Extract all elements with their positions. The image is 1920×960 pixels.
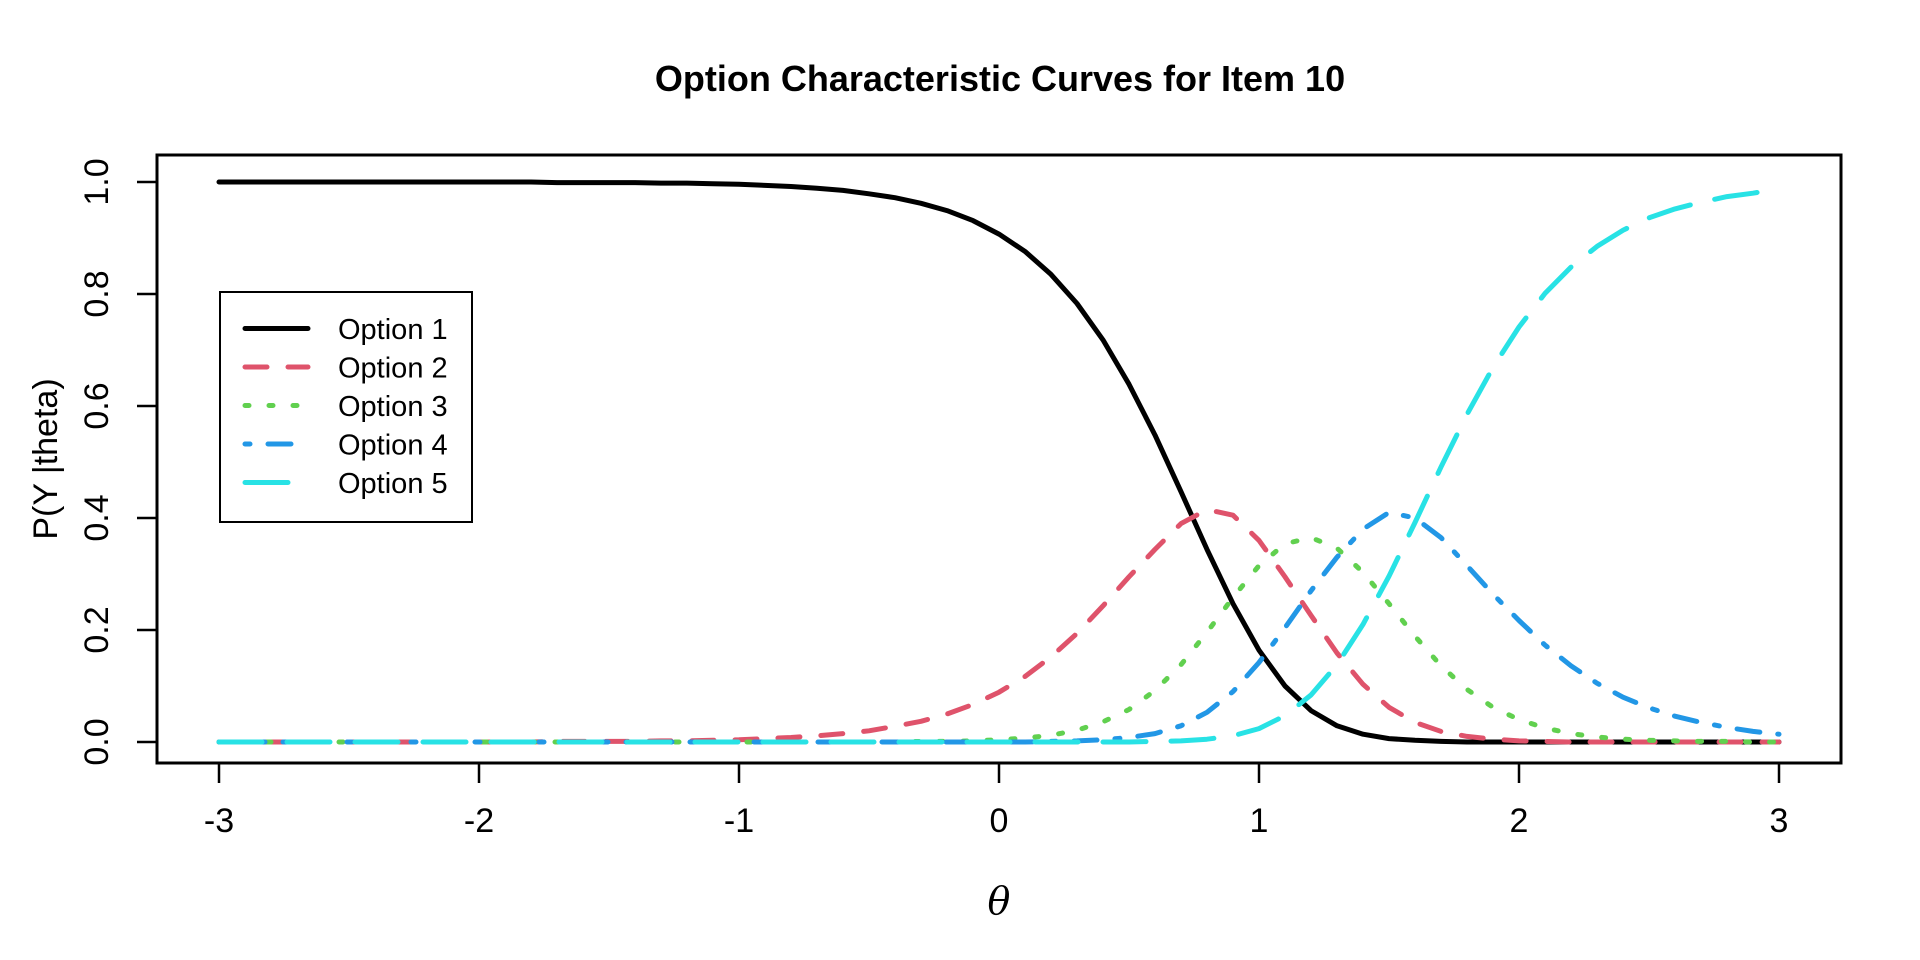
y-tick-label: 0.6 bbox=[78, 382, 116, 429]
x-axis: -3 -2 -1 0 1 2 3 bbox=[204, 763, 1789, 840]
legend-item-label: Option 5 bbox=[338, 468, 448, 500]
curve-option-5 bbox=[216, 186, 1782, 745]
legend: Option 1 Option 2 Option 3 Option 4 Option 5 bbox=[219, 291, 473, 523]
curve-option-4 bbox=[216, 509, 1782, 745]
x-tick-label: -1 bbox=[724, 802, 754, 840]
curve-option-2 bbox=[216, 507, 1782, 745]
legend-item-label: Option 1 bbox=[338, 314, 448, 346]
legend-item-label: Option 2 bbox=[338, 353, 448, 385]
y-axis-title: P(Y |theta) bbox=[27, 378, 65, 539]
chart-title: Option Characteristic Curves for Item 10 bbox=[655, 58, 1345, 99]
y-tick-label: 0.4 bbox=[78, 494, 116, 541]
y-tick-label: 0.2 bbox=[78, 606, 116, 653]
x-tick-label: 0 bbox=[990, 802, 1009, 840]
x-axis-title: θ bbox=[988, 879, 1011, 923]
x-tick-label: -2 bbox=[464, 802, 494, 840]
x-tick-label: 3 bbox=[1770, 802, 1789, 840]
legend-item-label: Option 4 bbox=[338, 430, 448, 462]
x-tick-label: 2 bbox=[1510, 802, 1529, 840]
y-tick-label: 1.0 bbox=[78, 158, 116, 205]
y-tick-label: 0.0 bbox=[78, 718, 116, 765]
x-tick-label: 1 bbox=[1250, 802, 1269, 840]
y-axis: 0.0 0.2 0.4 0.6 0.8 1.0 bbox=[78, 158, 157, 766]
legend-item-label: Option 3 bbox=[338, 391, 448, 423]
y-tick-label: 0.8 bbox=[78, 270, 116, 317]
x-tick-label: -3 bbox=[204, 802, 234, 840]
curves-group bbox=[216, 179, 1782, 745]
curve-option-3 bbox=[216, 535, 1782, 745]
